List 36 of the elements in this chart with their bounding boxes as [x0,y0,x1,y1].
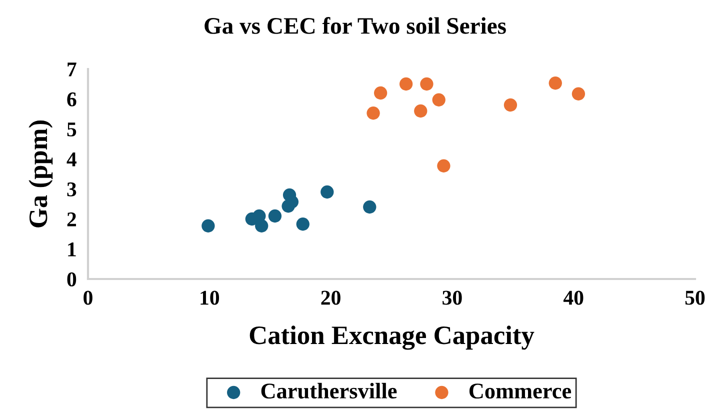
x-tick-label: 20 [321,290,340,305]
y-tick-label: 2 [67,212,76,226]
y-tick-label: 4 [66,152,76,166]
chart-title: Ga vs CEC for Two soil Series [204,17,506,34]
point [296,218,310,231]
point [548,76,562,90]
point [268,209,282,223]
point [414,104,428,118]
point [504,98,518,112]
point [320,185,334,199]
y-axis-title: Ga (ppm) [28,120,53,228]
x-tick-label: 40 [563,290,584,305]
x-tick-label: 0 [84,290,92,305]
point [420,77,434,91]
y-tick-label: 1 [68,242,76,256]
point [363,200,376,214]
y-tick-label: 6 [67,92,76,106]
x-tick-label: 50 [685,290,705,305]
y-tick-label: 5 [67,122,76,136]
point [202,219,215,232]
x-axis-title: Cation Excnage Capacity [250,326,534,350]
x-tick-label: 10 [200,290,220,305]
y-tick-label: 0 [67,272,76,286]
y-tick-label: 3 [67,182,76,196]
y-tick-label: 7 [68,62,76,76]
point [437,159,450,172]
legend-label: Commerce [469,384,572,399]
legend-label: Caruthersville [261,382,397,399]
point [399,77,413,91]
point [572,87,586,100]
x-tick-label: 30 [442,290,462,305]
point [282,200,295,213]
point [255,219,268,232]
point [366,106,380,120]
point [374,86,388,100]
point [432,93,446,106]
